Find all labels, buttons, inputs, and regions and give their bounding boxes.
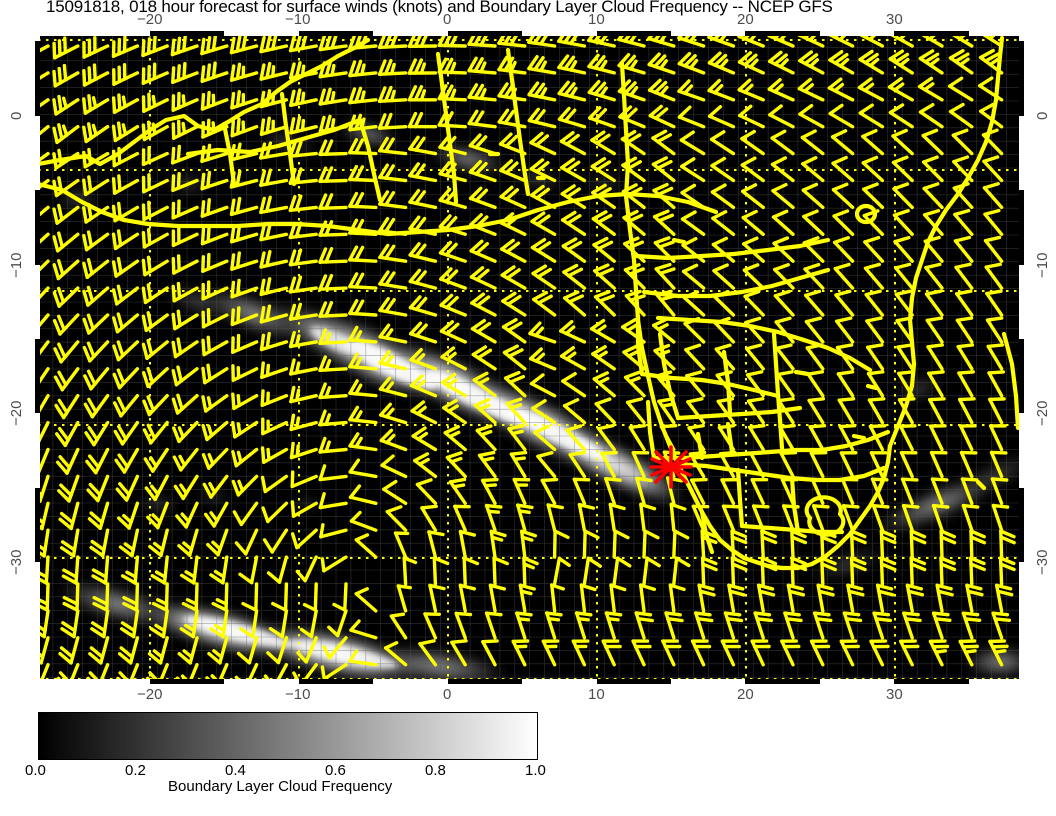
colorbar-tick-0.2: 0.2 [125,762,146,779]
x-tick-top--10: −10 [285,11,311,28]
x-tick-bottom-30: 30 [886,686,903,703]
x-tick-top-20: 20 [737,11,754,28]
x-tick-bottom--10: −10 [285,686,311,703]
y-tick-left--20: −20 [8,400,25,426]
map-graphic [38,34,1021,681]
x-tick-top-30: 30 [886,11,903,28]
x-tick-top-0: 0 [443,11,452,28]
y-tick-right--10: −10 [1034,252,1051,278]
y-tick-left--30: −30 [8,549,25,575]
colorbar-title: Boundary Layer Cloud Frequency [168,778,393,795]
map-plot-area[interactable] [38,34,1021,681]
x-tick-bottom--20: −20 [137,686,163,703]
x-tick-bottom-0: 0 [443,686,452,703]
colorbar-tick-0.8: 0.8 [425,762,446,779]
y-tick-right--20: −20 [1034,400,1051,426]
colorbar-tick-1.0: 1.0 [525,762,546,779]
y-tick-left--10: −10 [8,252,25,278]
colorbar [38,712,538,760]
x-tick-bottom-10: 10 [588,686,605,703]
y-tick-left-0: 0 [8,111,25,120]
site-marker[interactable] [649,445,693,489]
x-tick-bottom-20: 20 [737,686,754,703]
y-tick-right--30: −30 [1034,549,1051,575]
figure-title: 15091818, 018 hour forecast for surface … [46,0,833,16]
x-tick-top-10: 10 [588,11,605,28]
colorbar-tick-0.0: 0.0 [25,762,46,779]
colorbar-tick-0.4: 0.4 [225,762,246,779]
y-tick-right-0: 0 [1034,111,1051,120]
colorbar-tick-0.6: 0.6 [325,762,346,779]
x-tick-top--20: −20 [137,11,163,28]
